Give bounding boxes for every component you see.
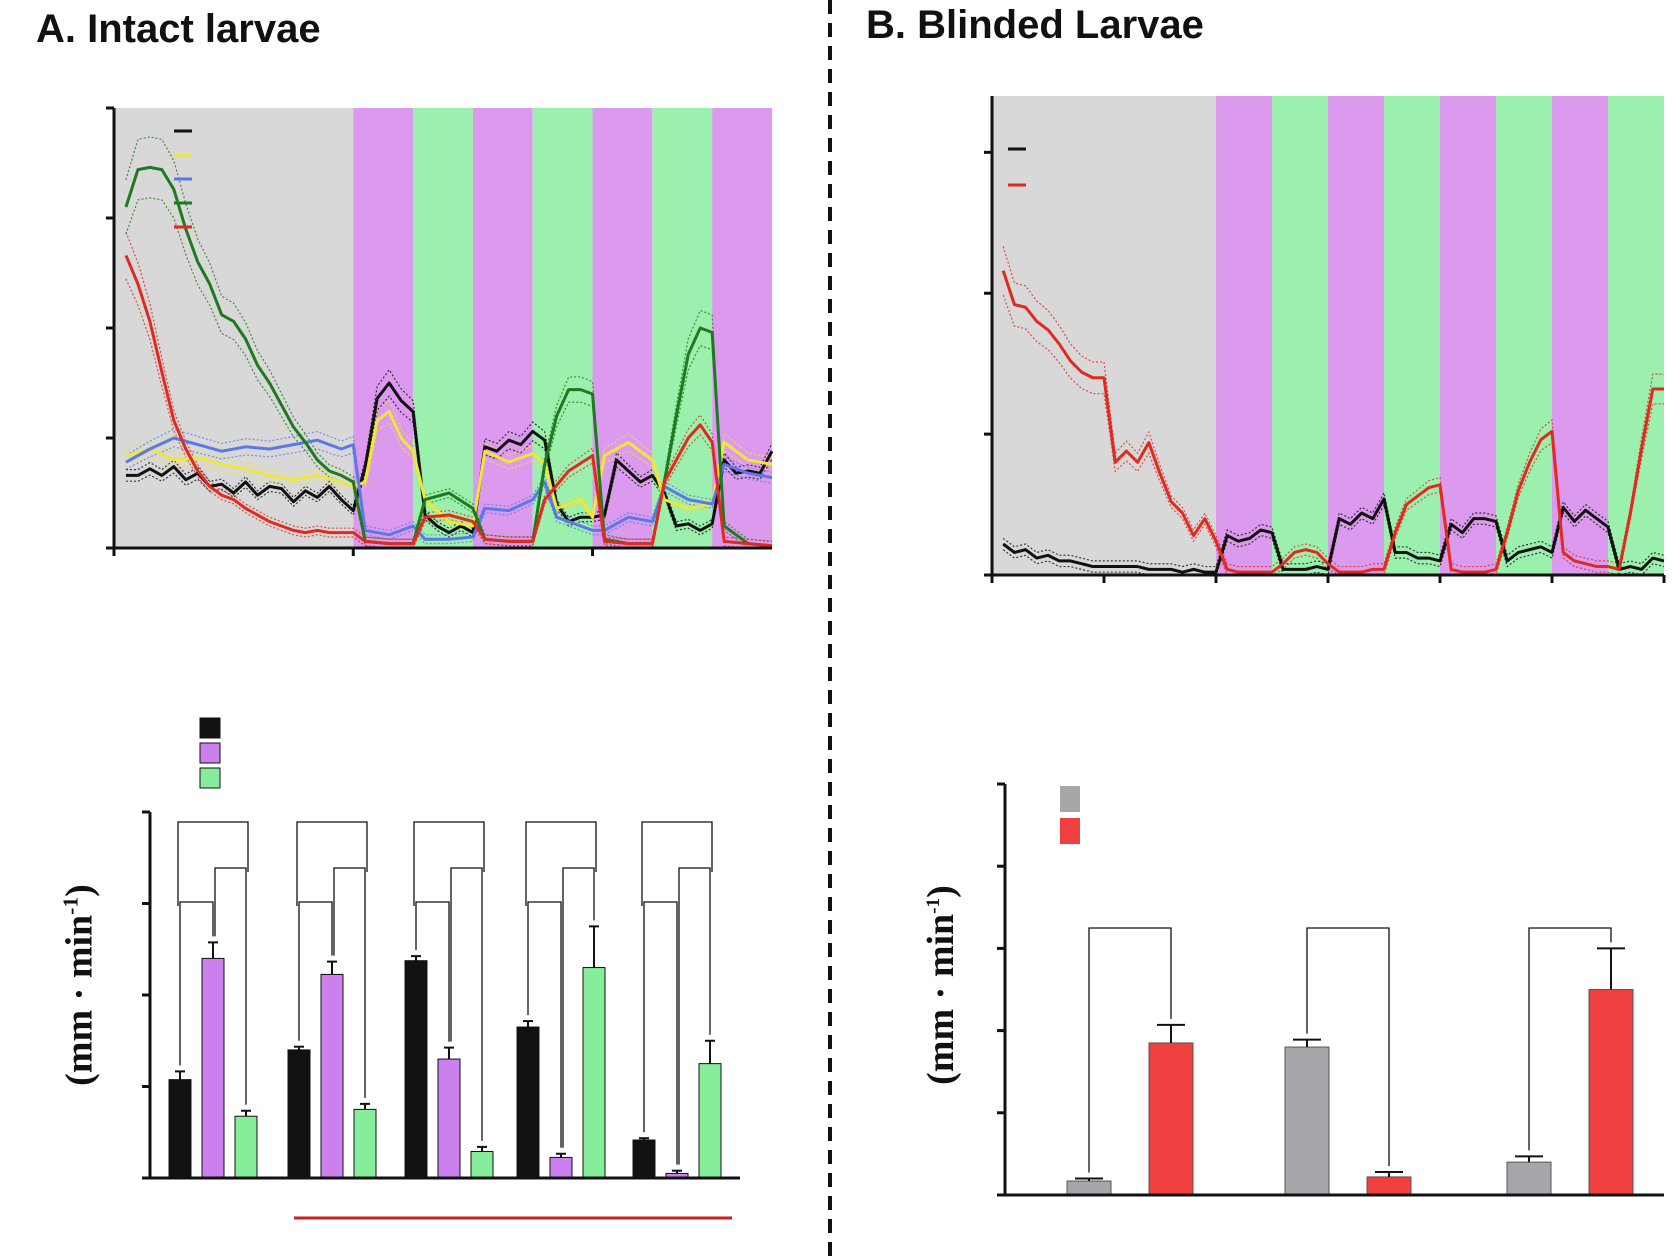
bar-50-m — [1366, 1176, 1412, 1196]
y-axis-title-close: ) — [59, 884, 101, 897]
y-axis-title-unit: (mm · min — [920, 914, 962, 1085]
significance-bracket — [214, 867, 247, 1105]
intact-larvae-time-chart — [106, 106, 774, 556]
phase-band-dark — [992, 96, 1216, 575]
panel-b-title: B. Blinded Larvae — [866, 3, 1204, 47]
bar-green — [698, 1063, 722, 1179]
significance-bracket — [1528, 927, 1612, 1151]
bar-green — [234, 1115, 258, 1179]
bar-uv — [437, 1058, 461, 1179]
bar-rp — [287, 1049, 311, 1179]
significance-bracket — [179, 901, 214, 1066]
significance-bracket — [296, 821, 368, 906]
series-ribbon-up-1-m — [125, 399, 773, 523]
bar-50-m — [1148, 1042, 1194, 1196]
panel-a-title: A. Intact larvae — [36, 7, 321, 51]
phase-band-uv — [1552, 96, 1608, 575]
significance-bracket — [562, 867, 595, 1148]
bar-green — [470, 1150, 494, 1179]
y-axis-title-line2: (mm · min-1) — [920, 885, 962, 1085]
bar-vehicle-b — [1066, 1180, 1112, 1196]
blinded-larvae-bar-chart: (mm · min-1) — [920, 782, 1664, 1197]
bar-uv — [201, 957, 225, 1179]
phase-band-uv — [1216, 96, 1272, 575]
phase-band-dark — [114, 108, 354, 548]
y-axis-title-close: ) — [920, 885, 962, 898]
blinded-larvae-time-chart — [984, 96, 1666, 583]
intact-larvae-bar-chart: (mm · min-1) — [59, 717, 740, 1220]
bar-vehicle-b — [1284, 1046, 1330, 1196]
phase-band-green — [413, 108, 473, 548]
significance-bracket — [1306, 927, 1390, 1166]
significance-bracket — [415, 901, 450, 1042]
bar-rp — [632, 1139, 656, 1179]
phase-band-green — [1496, 96, 1552, 575]
bar-green — [353, 1108, 377, 1179]
legend-swatch-green — [199, 767, 221, 789]
series-line-vehicle-b — [1002, 497, 1665, 574]
phase-band-uv — [1328, 96, 1384, 575]
phase-band-green — [1272, 96, 1328, 575]
y-axis-title-exponent: -1 — [923, 898, 944, 914]
y-axis-title-line2: (mm · min-1) — [59, 884, 101, 1086]
significance-bracket — [643, 901, 678, 1165]
series-line-100-m — [124, 254, 773, 548]
significance-bracket — [1088, 927, 1172, 1173]
bar-green — [582, 967, 606, 1179]
series-ribbon-up-100-m — [125, 231, 773, 542]
phase-band-green — [1384, 96, 1440, 575]
bar-rp — [404, 960, 428, 1179]
phase-band-uv — [472, 108, 533, 548]
phase-band-green — [1608, 96, 1664, 575]
bar-rp — [516, 1026, 540, 1179]
series-line-1-m — [125, 410, 773, 528]
bar-uv — [320, 973, 344, 1179]
series-ribbon-up-10-m — [125, 428, 773, 536]
y-axis-title-unit: (mm · min — [59, 915, 101, 1086]
phase-band-uv — [1440, 96, 1496, 575]
bar-vehicle-b — [1506, 1161, 1552, 1196]
significance-bracket — [413, 821, 485, 906]
significance-bracket — [641, 821, 713, 906]
significance-bracket — [678, 867, 711, 1165]
legend-swatch-vehicle-b — [1060, 786, 1080, 812]
legend-swatch-50-m — [1060, 818, 1080, 844]
significance-bracket — [333, 867, 366, 1098]
significance-bracket — [298, 901, 333, 1041]
legend-swatch-rp — [199, 717, 221, 739]
series-line-vehicle — [125, 381, 774, 535]
significance-bracket — [177, 821, 249, 906]
y-axis-title-exponent: -1 — [59, 897, 83, 915]
bar-uv — [549, 1156, 573, 1179]
bar-rp — [168, 1079, 192, 1179]
series-line-50-m — [1001, 270, 1664, 574]
legend-swatch-uv — [199, 742, 221, 764]
significance-bracket — [527, 901, 562, 1148]
significance-bracket — [450, 867, 483, 1141]
bar-50-m — [1588, 989, 1634, 1196]
significance-bracket — [525, 821, 597, 906]
